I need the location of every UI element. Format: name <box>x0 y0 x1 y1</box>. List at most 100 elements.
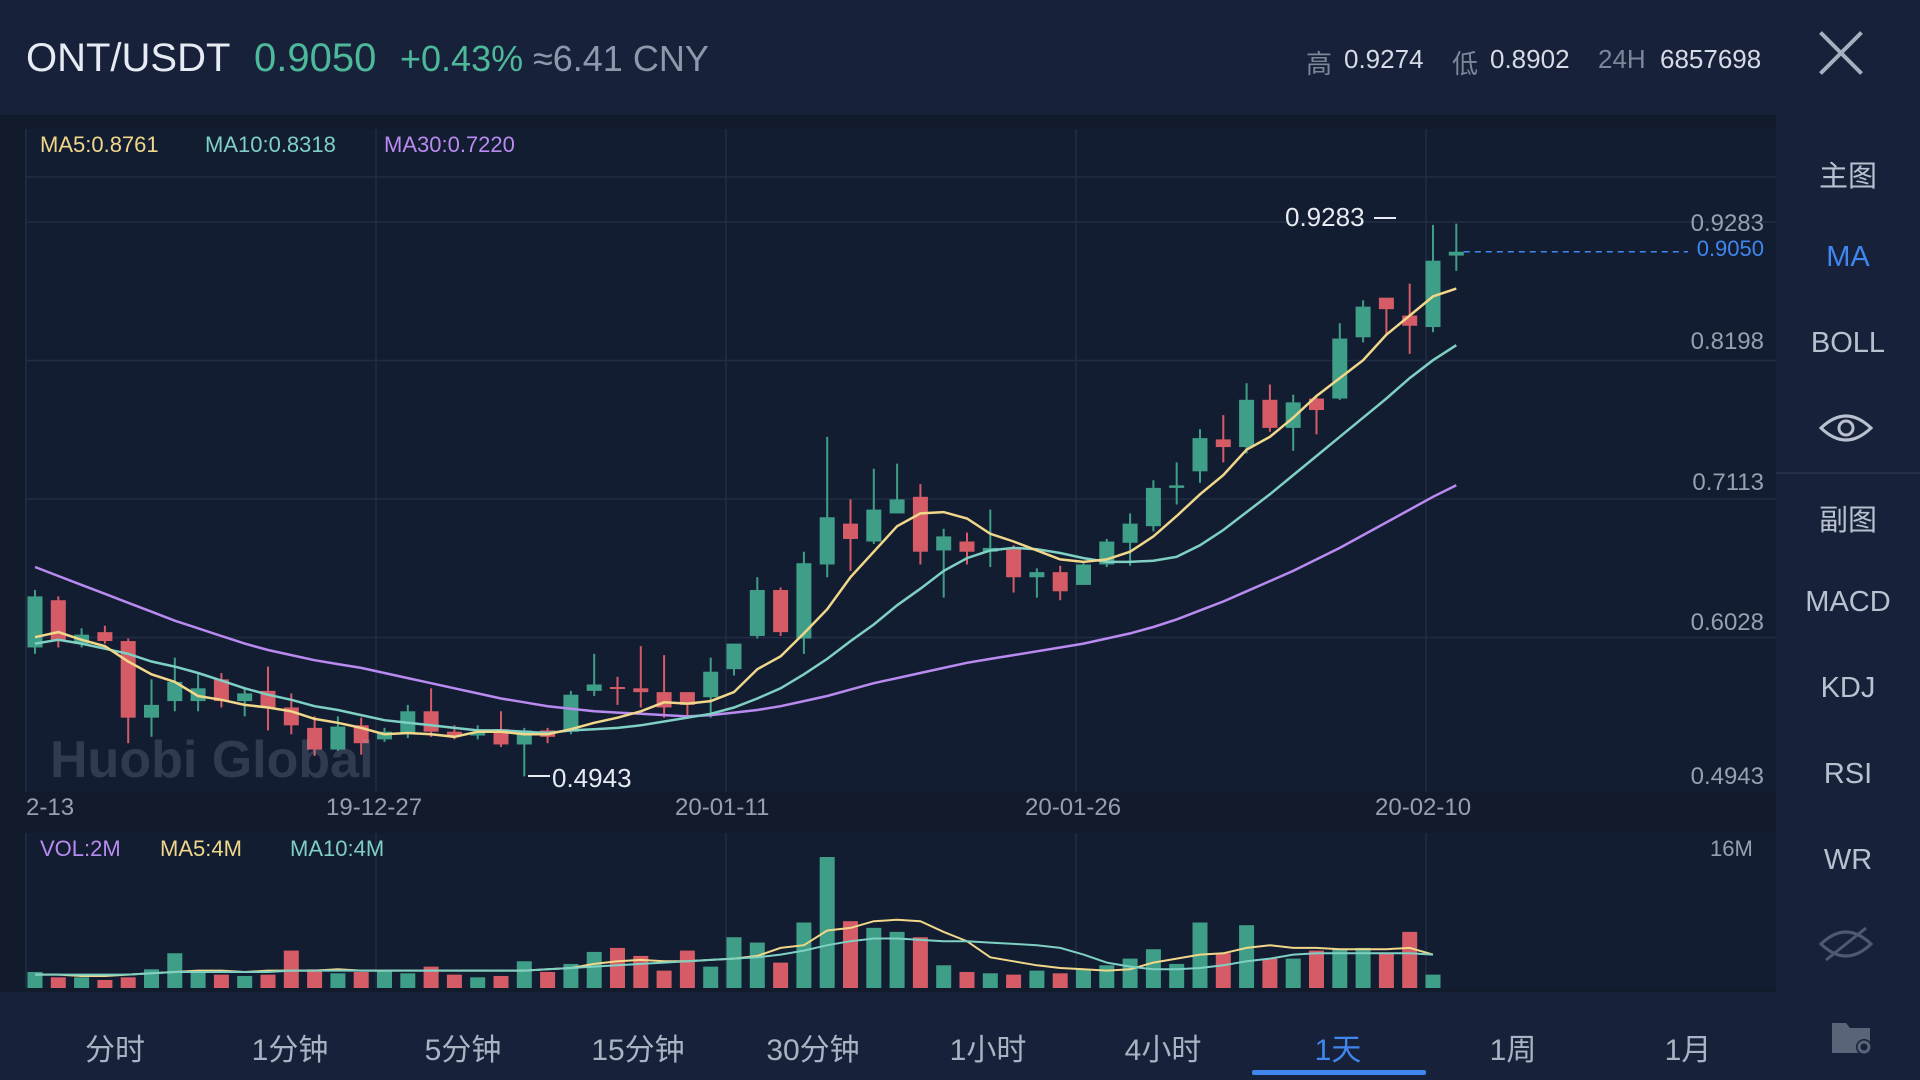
volume-bar <box>1378 953 1394 988</box>
candle-body <box>330 726 346 750</box>
low-marker-line <box>528 775 550 777</box>
volume-bar <box>167 953 183 988</box>
candle-body <box>1309 398 1324 411</box>
indicator-macd[interactable]: MACD <box>1805 586 1891 618</box>
candle-body <box>912 496 928 552</box>
panel-divider <box>1776 472 1920 474</box>
volume-bar <box>307 969 323 988</box>
volume-bar <box>773 962 789 988</box>
timeframe-tab[interactable]: 4小时 <box>1124 1034 1202 1067</box>
volume-bar <box>1309 950 1324 988</box>
candle-body <box>889 499 905 514</box>
volume-bar <box>1425 974 1441 988</box>
candle-body <box>936 536 952 551</box>
timeframe-tab[interactable]: 1月 <box>1664 1034 1712 1067</box>
candle-body <box>1355 306 1371 338</box>
timeframe-tab[interactable]: 1小时 <box>949 1034 1027 1067</box>
volume-bar <box>120 977 136 988</box>
volume-bar <box>563 963 579 988</box>
candle-body <box>167 681 183 702</box>
candle-body <box>1169 485 1185 488</box>
low-marker: 0.4943 <box>552 763 632 793</box>
y-axis-label: 0.4943 <box>1690 763 1764 790</box>
volume-bar <box>726 937 742 988</box>
volume-bar <box>1122 958 1138 988</box>
low-value: 0.8902 <box>1490 44 1570 74</box>
volume-bar <box>330 973 346 988</box>
vol-ma10-legend: MA10:4M <box>290 836 385 861</box>
indicator-panel <box>1776 115 1920 1080</box>
volume-bar <box>353 971 369 988</box>
volume-bar <box>27 971 43 988</box>
active-tab-indicator <box>1252 1070 1426 1075</box>
candle-body <box>1332 338 1348 399</box>
settings-folder-icon[interactable] <box>1830 1015 1876 1057</box>
candle-body <box>773 590 789 633</box>
volume-bar <box>796 922 812 988</box>
ma30-legend: MA30:0.7220 <box>384 132 515 157</box>
candle-body <box>307 727 323 750</box>
timeframe-tab[interactable]: 1分钟 <box>251 1034 329 1067</box>
volume-ma10-line <box>35 937 1434 976</box>
main-panel <box>26 129 1776 792</box>
timeframe-tab-active[interactable]: 1天 <box>1314 1034 1362 1067</box>
y-axis-label: 0.7113 <box>1692 469 1764 496</box>
pair-name[interactable]: ONT/USDT <box>26 36 231 80</box>
eye-icon[interactable] <box>1818 408 1874 448</box>
close-icon[interactable] <box>1818 30 1864 76</box>
volume-bar <box>1332 949 1348 988</box>
indicator-boll[interactable]: BOLL <box>1810 327 1886 359</box>
candle-body <box>679 692 695 705</box>
eye-hidden-icon[interactable] <box>1818 924 1874 964</box>
timeframe-tab[interactable]: 15分钟 <box>591 1034 685 1067</box>
volume-bar <box>1006 974 1022 988</box>
volume-bar <box>1052 973 1068 988</box>
candle-body <box>1006 549 1022 578</box>
candle-body <box>1378 297 1394 310</box>
candle-body <box>1448 251 1464 256</box>
candle-body <box>1052 572 1068 592</box>
volume-bar <box>283 950 299 988</box>
volume-bar <box>516 961 532 988</box>
volume-bar <box>260 974 276 988</box>
indicator-kdj[interactable]: KDJ <box>1820 672 1876 704</box>
volume-bar <box>493 975 509 988</box>
high-label: 高 <box>1306 49 1333 79</box>
volume-bar <box>1239 925 1255 988</box>
indicator-ma[interactable]: MA <box>1826 241 1870 273</box>
candle-body <box>213 679 229 702</box>
candle-body <box>1192 438 1208 472</box>
x-axis-label: 2-13 <box>26 794 75 821</box>
volume-bar <box>610 947 625 988</box>
volume-bar <box>843 921 858 988</box>
volume-bar <box>97 979 113 988</box>
volume-bar <box>1355 947 1371 988</box>
cny-equivalent: ≈6.41 CNY <box>533 38 709 79</box>
volume-bar <box>1076 969 1091 988</box>
price-change-percent: +0.43% <box>400 38 524 79</box>
candle-body <box>1239 399 1255 448</box>
current-price-tag: 0.9050 <box>1696 236 1764 261</box>
indicator-rsi[interactable]: RSI <box>1823 758 1873 790</box>
volume-bar <box>50 977 66 988</box>
timeframe-tab[interactable]: 5分钟 <box>424 1034 502 1067</box>
ma5-legend: MA5:0.8761 <box>40 132 159 157</box>
candle-body <box>1122 523 1138 543</box>
candle-body <box>1215 439 1231 448</box>
kline-chart[interactable] <box>0 115 1776 992</box>
timeframe-tab[interactable]: 1周 <box>1489 1034 1537 1067</box>
candle-body <box>726 643 742 670</box>
ma10-legend: MA10:0.8318 <box>205 132 336 157</box>
x-axis-label: 20-01-26 <box>1025 794 1122 821</box>
volume-bar <box>1262 958 1278 988</box>
sub-chart-title: 副图 <box>1818 505 1877 537</box>
low-label: 低 <box>1452 49 1479 79</box>
candle-body <box>819 517 835 565</box>
volume-bar <box>586 951 602 988</box>
timeframe-tab[interactable]: 分时 <box>85 1034 145 1067</box>
indicator-wr[interactable]: WR <box>1823 844 1873 876</box>
candle-body <box>1402 315 1418 326</box>
volume-bar <box>866 927 882 988</box>
ma5-line <box>34 287 1457 739</box>
timeframe-tab[interactable]: 30分钟 <box>766 1034 860 1067</box>
